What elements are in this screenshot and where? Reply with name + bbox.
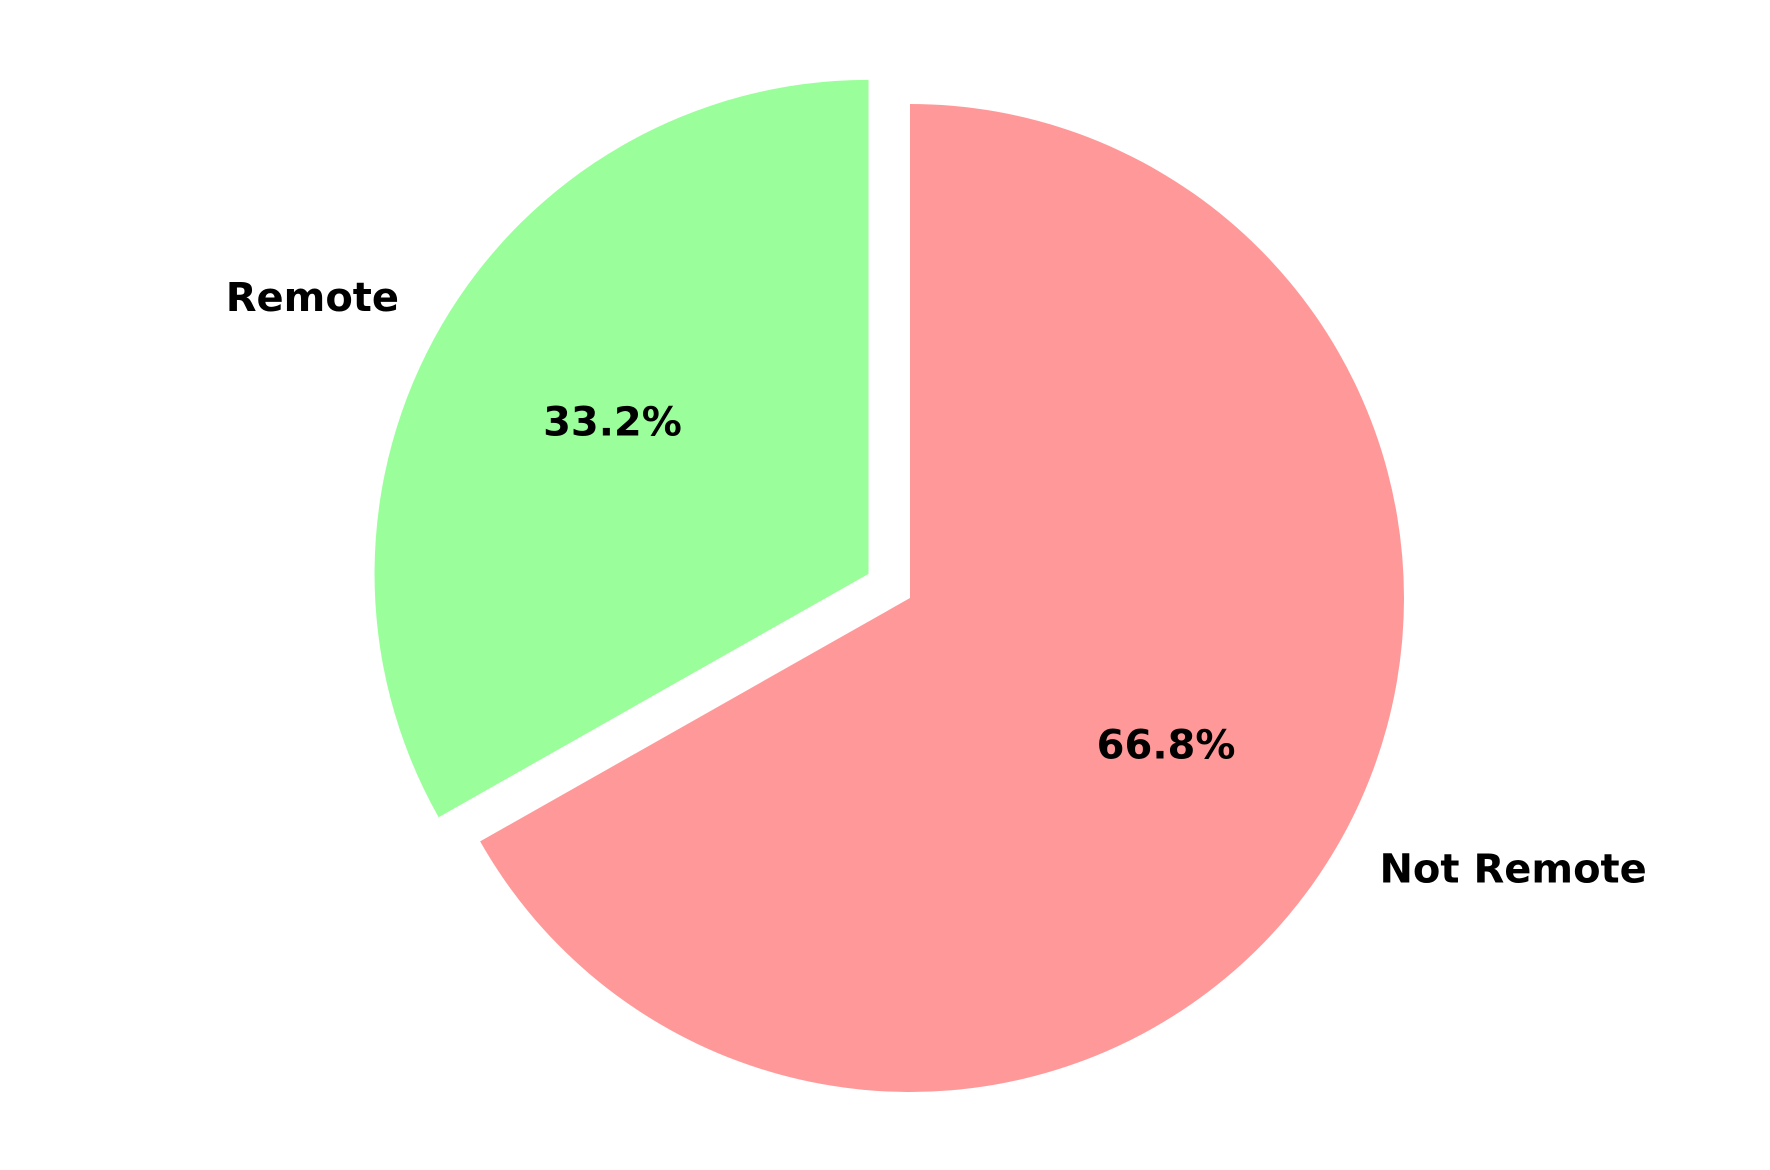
slice-label-remote: Remote bbox=[226, 275, 399, 321]
slice-label-not-remote: Not Remote bbox=[1379, 847, 1646, 893]
pie-labels: Remote 33.2% Not Remote 66.8% bbox=[226, 275, 1647, 893]
pie-slices bbox=[374, 79, 1404, 1092]
pie-slice-not-remote bbox=[480, 104, 1404, 1092]
pie-slice-remote bbox=[374, 79, 869, 818]
percent-label-remote: 33.2% bbox=[543, 400, 682, 446]
percent-label-not-remote: 66.8% bbox=[1097, 722, 1236, 768]
